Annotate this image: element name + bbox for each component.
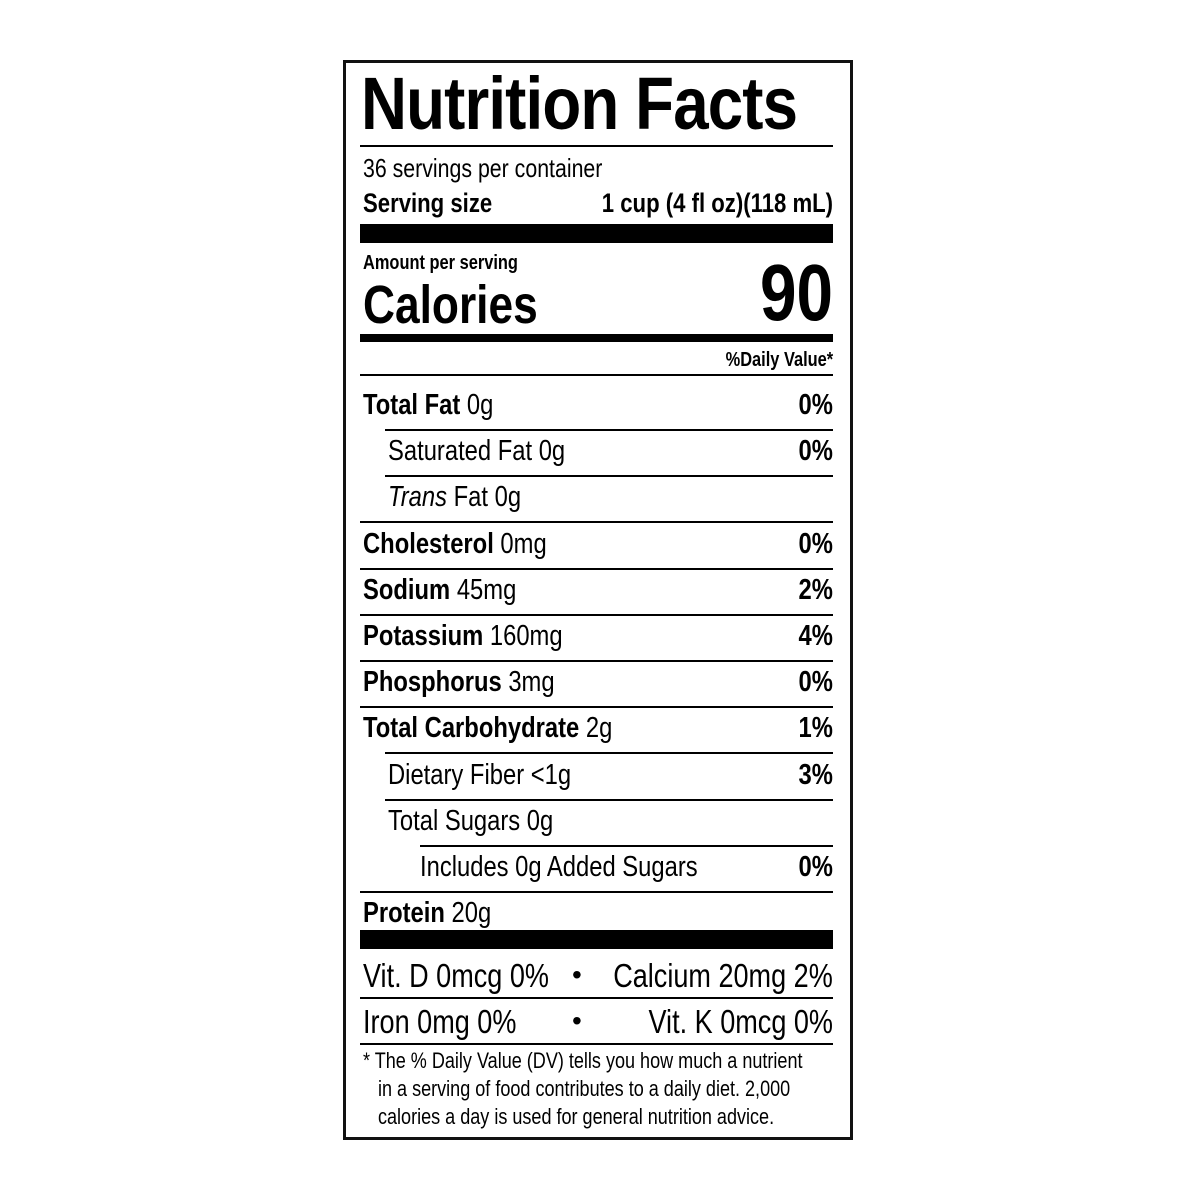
- daily-value-percent: 0%: [798, 527, 833, 560]
- divider: [385, 475, 833, 478]
- divider: [360, 706, 833, 709]
- divider: [385, 429, 833, 431]
- nutrient-name: Trans: [388, 481, 448, 514]
- nutrient-name: Includes 0g Added Sugars: [420, 851, 698, 883]
- nutrient-amount: 0g: [466, 389, 494, 421]
- divider: [360, 567, 833, 570]
- nutrient-amount: 2g: [585, 712, 613, 745]
- nutrient-label: Sodium 45mg: [363, 573, 517, 606]
- label-title: Nutrition Facts: [361, 62, 798, 145]
- nutrient-amount: 0mg: [500, 527, 547, 560]
- divider: [420, 844, 833, 847]
- divider: [360, 145, 833, 147]
- daily-value-header: %Daily Value*: [725, 349, 833, 371]
- calories-value: 90: [760, 248, 833, 337]
- vitamin-right: Vit. K 0mcg 0%: [648, 1003, 834, 1040]
- nutrient-amount: 45mg: [456, 573, 517, 606]
- nutrient-row: Protein 20g: [346, 893, 850, 939]
- nutrient-label: Saturated Fat 0g: [388, 437, 565, 466]
- divider: [385, 798, 833, 801]
- nutrient-row: Total Fat 0g 0%: [346, 385, 850, 431]
- nutrient-name: Cholesterol: [363, 527, 494, 560]
- nutrient-amount: <1g: [530, 758, 572, 791]
- nutrient-label: Dietary Fiber <1g: [388, 758, 572, 791]
- nutrient-amount: 0g: [538, 435, 566, 468]
- nutrient-label: Includes 0g Added Sugars: [420, 853, 698, 882]
- bullet-icon: •: [572, 1005, 582, 1036]
- nutrient-name: Phosphorus: [363, 666, 502, 699]
- footnote-line: in a serving of food contributes to a da…: [378, 1076, 791, 1101]
- nutrient-label: Phosphorus 3mg: [363, 668, 555, 697]
- medium-divider: [360, 334, 833, 342]
- nutrient-amount: 0g: [526, 804, 554, 837]
- divider: [360, 613, 833, 616]
- calories-label: Calories: [363, 275, 538, 335]
- servings-per-container: 36 servings per container: [363, 153, 603, 183]
- bullet-icon: •: [572, 959, 582, 990]
- nutrient-name-suffix: Fat: [453, 481, 489, 514]
- nutrient-row: Potassium 160mg 4%: [346, 616, 850, 662]
- nutrient-label: Cholesterol 0mg: [363, 527, 547, 560]
- divider: [385, 752, 833, 755]
- nutrient-row: Phosphorus 3mg 0%: [346, 662, 850, 709]
- nutrition-facts-label: Nutrition Facts 36 servings per containe…: [343, 60, 853, 1140]
- nutrient-row: Sodium 45mg 2%: [346, 570, 850, 616]
- nutrient-label: Total Carbohydrate 2g: [363, 714, 612, 743]
- divider: [360, 1043, 833, 1045]
- footnote-line: * The % Daily Value (DV) tells you how m…: [363, 1048, 803, 1073]
- nutrient-row: Cholesterol 0mg 0%: [346, 524, 850, 570]
- vitamin-left: Vit. D 0mcg 0%: [363, 957, 549, 994]
- daily-value-percent: 0%: [798, 389, 833, 421]
- divider: [360, 660, 833, 662]
- nutrient-name: Total Carbohydrate: [363, 712, 580, 745]
- nutrient-row: Total Sugars 0g: [346, 801, 850, 847]
- amount-per-serving: Amount per serving: [363, 252, 518, 274]
- daily-value-percent: 4%: [798, 620, 833, 652]
- nutrient-row: Trans Fat 0g: [346, 477, 850, 524]
- nutrient-label: Potassium 160mg: [363, 622, 563, 651]
- nutrient-name: Sodium: [363, 573, 451, 606]
- daily-value-percent: 0%: [798, 435, 833, 468]
- thick-divider: [360, 930, 833, 949]
- serving-size-value: 1 cup (4 fl oz)(118 mL): [601, 188, 833, 218]
- divider: [360, 521, 833, 524]
- daily-value-percent: 0%: [798, 666, 833, 699]
- nutrient-amount: 20g: [451, 897, 492, 930]
- nutrient-label: Total Sugars 0g: [388, 804, 554, 837]
- daily-value-percent: 1%: [798, 712, 833, 745]
- thick-divider: [360, 224, 833, 243]
- nutrient-row: Total Carbohydrate 2g 1%: [346, 708, 850, 755]
- nutrient-amount: 3mg: [508, 666, 555, 699]
- nutrient-label: Protein 20g: [363, 899, 491, 928]
- nutrient-amount: 0g: [494, 481, 522, 514]
- footnote-line: calories a day is used for general nutri…: [378, 1104, 775, 1129]
- nutrient-row: Dietary Fiber <1g 3%: [346, 755, 850, 801]
- nutrient-amount: 160mg: [489, 620, 563, 652]
- divider: [360, 891, 833, 893]
- nutrient-label: Total Fat 0g: [363, 391, 493, 420]
- divider: [360, 997, 833, 999]
- daily-value-percent: 0%: [798, 851, 833, 883]
- nutrient-name: Potassium: [363, 620, 484, 652]
- nutrient-label: Trans Fat 0g: [388, 483, 521, 512]
- vitamin-left: Iron 0mg 0%: [363, 1003, 517, 1040]
- daily-value-percent: 2%: [798, 573, 833, 606]
- nutrient-name: Protein: [363, 897, 445, 930]
- serving-size-label: Serving size: [363, 188, 493, 218]
- nutrient-name: Total Sugars: [388, 804, 521, 837]
- nutrient-name: Saturated Fat: [388, 435, 533, 468]
- nutrient-row: Includes 0g Added Sugars 0%: [346, 847, 850, 893]
- nutrient-name: Dietary Fiber: [388, 758, 525, 791]
- daily-value-percent: 3%: [798, 758, 833, 791]
- nutrient-row: Saturated Fat 0g 0%: [346, 431, 850, 478]
- vitamin-right: Calcium 20mg 2%: [613, 957, 833, 994]
- divider: [360, 374, 833, 376]
- nutrient-name: Total Fat: [363, 389, 461, 421]
